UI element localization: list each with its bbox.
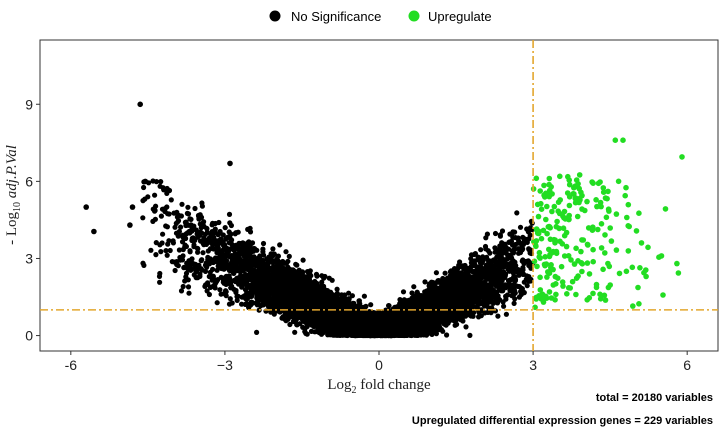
data-point-no-significance xyxy=(167,247,173,254)
data-point-no-significance xyxy=(158,249,164,255)
data-point-no-significance xyxy=(205,257,211,263)
data-point-no-significance xyxy=(492,230,499,237)
data-point-no-significance xyxy=(491,269,497,275)
data-point-no-significance xyxy=(326,275,332,281)
data-point-no-significance xyxy=(521,279,527,285)
data-point-no-significance xyxy=(153,203,159,209)
data-point-no-significance xyxy=(247,225,253,231)
data-point-no-significance xyxy=(214,267,220,273)
data-point-no-significance xyxy=(174,209,180,215)
data-point-no-significance xyxy=(164,252,170,258)
data-point-no-significance xyxy=(285,258,291,264)
data-point-no-significance xyxy=(260,246,266,252)
data-point-no-significance xyxy=(287,321,293,328)
data-point-no-significance xyxy=(400,289,407,295)
data-point-no-significance xyxy=(514,210,520,216)
data-point-no-significance xyxy=(226,267,232,273)
data-point-no-significance xyxy=(516,250,522,256)
data-point-no-significance xyxy=(234,297,240,303)
legend-label-upregulate: Upregulate xyxy=(428,9,492,24)
legend-label-no-significance: No Significance xyxy=(291,9,381,24)
data-point-no-significance xyxy=(199,257,205,263)
data-point-no-significance xyxy=(277,242,283,248)
plot-panel xyxy=(39,39,719,352)
data-point-no-significance xyxy=(361,293,367,299)
data-point-no-significance xyxy=(260,240,267,247)
data-point-no-significance xyxy=(193,227,199,233)
data-point-no-significance xyxy=(517,224,524,230)
data-point-no-significance xyxy=(283,318,289,324)
data-point-no-significance xyxy=(179,201,185,207)
data-point-no-significance xyxy=(492,245,498,251)
data-point-no-significance xyxy=(252,246,258,252)
data-point-no-significance xyxy=(217,287,223,293)
data-point-no-significance xyxy=(303,330,309,336)
data-point-no-significance xyxy=(411,284,417,290)
data-point-no-significance xyxy=(511,300,517,306)
data-point-no-significance xyxy=(148,247,154,253)
data-point-no-significance xyxy=(503,296,509,302)
data-point-no-significance xyxy=(498,288,504,294)
data-point-no-significance xyxy=(158,213,164,219)
data-point-no-significance xyxy=(510,234,516,240)
data-point-no-significance xyxy=(192,261,198,267)
data-point-no-significance xyxy=(526,278,532,284)
data-point-no-significance xyxy=(187,216,193,222)
data-point-no-significance xyxy=(314,273,320,279)
data-point-no-significance xyxy=(176,247,182,253)
data-point-no-significance xyxy=(178,288,185,294)
data-point-no-significance xyxy=(192,205,198,212)
data-point-no-significance xyxy=(292,329,298,335)
legend: No Significance Upregulate xyxy=(269,9,492,24)
data-point-no-significance xyxy=(186,290,192,296)
data-point-no-significance xyxy=(300,257,306,263)
data-point-no-significance xyxy=(193,275,199,281)
data-point-no-significance xyxy=(195,249,201,255)
legend-marker-no-significance xyxy=(269,10,281,22)
data-point-no-significance xyxy=(222,225,228,231)
data-point-no-significance xyxy=(270,246,276,252)
data-point-no-significance xyxy=(499,228,506,234)
data-point-no-significance xyxy=(422,279,428,285)
data-point-no-significance xyxy=(286,253,292,259)
data-point-no-significance xyxy=(368,302,374,308)
data-point-no-significance xyxy=(180,283,186,290)
data-point-no-significance xyxy=(495,313,501,319)
data-point-no-significance xyxy=(210,266,216,272)
data-point-no-significance xyxy=(228,285,234,291)
data-point-no-significance xyxy=(321,275,327,281)
data-point-no-significance xyxy=(221,266,227,272)
data-point-no-significance xyxy=(170,238,176,244)
data-point-no-significance xyxy=(163,223,169,229)
data-point-no-significance xyxy=(346,290,352,296)
data-point-no-significance xyxy=(242,287,249,293)
data-point-no-significance xyxy=(239,301,245,307)
data-point-no-significance xyxy=(463,324,469,330)
data-point-no-significance xyxy=(202,283,208,289)
data-point-no-significance xyxy=(179,257,186,263)
legend-marker-upregulate xyxy=(408,10,420,22)
data-point-no-significance xyxy=(524,283,530,289)
data-point-no-significance xyxy=(526,236,532,242)
data-point-no-significance xyxy=(178,213,184,219)
data-point-no-significance xyxy=(163,248,169,254)
data-point-no-significance xyxy=(189,237,195,244)
data-point-no-significance xyxy=(178,224,184,230)
data-point-no-significance xyxy=(519,247,525,253)
data-point-no-significance xyxy=(185,211,192,217)
data-point-no-significance xyxy=(172,267,178,274)
data-point-no-significance xyxy=(204,288,210,294)
data-point-no-significance xyxy=(501,303,507,309)
data-point-no-significance xyxy=(346,297,352,303)
data-point-no-significance xyxy=(164,190,170,196)
data-point-no-significance xyxy=(492,249,498,255)
data-point-no-significance xyxy=(283,249,289,255)
data-point-no-significance xyxy=(214,300,220,306)
data-point-no-significance xyxy=(334,286,340,292)
data-point-no-significance xyxy=(444,332,450,338)
data-point-no-significance xyxy=(141,184,147,191)
data-point-no-significance xyxy=(516,294,523,300)
data-point-no-significance xyxy=(497,233,503,239)
